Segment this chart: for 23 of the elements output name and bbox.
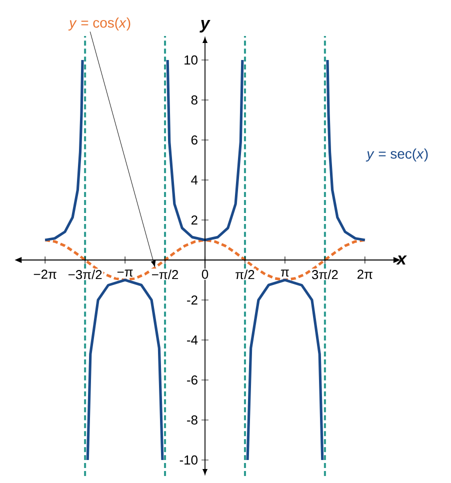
x-tick-label: −2π bbox=[34, 270, 56, 279]
text: y = sec(x) bbox=[366, 148, 428, 162]
y-axis-title: y bbox=[200, 20, 210, 32]
y-tick-label: -2 bbox=[187, 295, 198, 305]
y-tick-label: 4 bbox=[191, 176, 198, 184]
text: y = cos(x) bbox=[68, 17, 130, 30]
x-tick-label: π bbox=[280, 270, 289, 277]
y-tick-label: -6 bbox=[187, 375, 198, 385]
x-tick-label: −π bbox=[117, 270, 133, 277]
y-tick-label: 2 bbox=[191, 215, 198, 225]
x-tick-label: 0 bbox=[202, 270, 208, 279]
x-tick-label: π/2 bbox=[236, 270, 254, 280]
y-tick-label: 8 bbox=[191, 95, 198, 105]
y-tick-label: -4 bbox=[187, 336, 198, 344]
y-tick-label: -10 bbox=[180, 455, 198, 465]
y-tick-label: 10 bbox=[184, 55, 198, 65]
x-tick-label: 2π bbox=[358, 270, 372, 279]
x-tick-label: −π/2 bbox=[152, 270, 178, 280]
y-tick-label: 6 bbox=[191, 135, 198, 145]
y-tick-label: -8 bbox=[187, 415, 198, 425]
x-axis-title: x bbox=[396, 256, 407, 264]
x-tick-label: 3π/2 bbox=[312, 270, 338, 280]
x-tick-label: −3π/2 bbox=[68, 270, 102, 280]
